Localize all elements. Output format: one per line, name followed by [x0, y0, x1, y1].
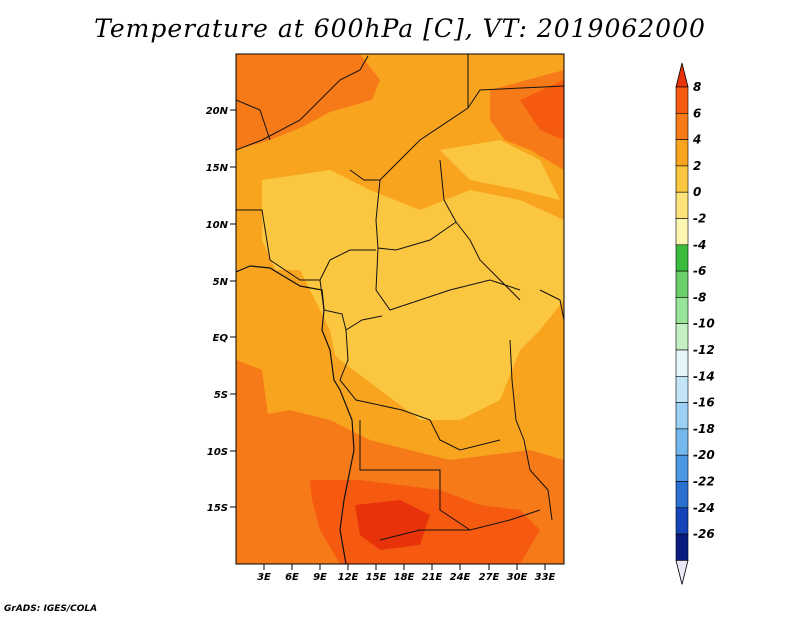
colorbar-label: -16 — [693, 396, 715, 410]
border-k — [379, 509, 541, 541]
colorbar-box — [675, 86, 689, 114]
lat-label: 15N — [206, 163, 229, 174]
border-n — [509, 339, 553, 521]
colorbar-box — [675, 270, 689, 298]
colorbar-box — [675, 507, 689, 535]
colorbar-box — [675, 349, 689, 377]
border-f — [236, 209, 376, 281]
colorbar-max-arrow — [675, 62, 689, 88]
colorbar-box — [675, 533, 689, 561]
field-ne-hot — [520, 80, 564, 140]
lon-label: 12E — [338, 572, 359, 583]
colorbar-label: -10 — [693, 317, 715, 331]
lon-label: 3E — [257, 572, 271, 583]
lat-label: 15S — [207, 503, 228, 514]
lat-label: 5N — [213, 277, 229, 288]
map-title: Temperature at 600hPa [C], VT: 201906200… — [94, 14, 706, 43]
field-south-hottest — [355, 500, 430, 550]
colorbar-label: -26 — [693, 527, 715, 541]
country-borders — [236, 54, 564, 541]
colorbar-box — [675, 481, 689, 509]
lat-label: 10S — [207, 447, 228, 458]
colorbar-label: -12 — [693, 343, 715, 357]
lon-label: 33E — [535, 572, 556, 583]
colorbar-label: -20 — [693, 448, 715, 462]
colorbar-label: -14 — [693, 369, 715, 383]
colorbar-label: 0 — [693, 185, 701, 199]
field-ne-cool — [440, 140, 560, 200]
colorbar-box — [675, 113, 689, 140]
colorbar-label: 8 — [693, 80, 701, 94]
credit-label: GrADS: IGES/COLA — [4, 604, 98, 614]
lon-label: 21E — [422, 572, 443, 583]
lon-label: 15E — [366, 572, 387, 583]
field-central-cool — [262, 170, 564, 420]
border-b — [349, 54, 469, 181]
lon-label: 27E — [479, 572, 500, 583]
colorbar-label: -18 — [693, 422, 715, 436]
lon-label: 24E — [450, 572, 471, 583]
colorbar-box — [675, 402, 689, 430]
border-g — [375, 247, 521, 311]
border-m — [539, 289, 564, 321]
lat-label: EQ — [213, 333, 229, 344]
border-a — [236, 55, 369, 151]
border-c — [467, 85, 564, 109]
lat-axis: 20N 15N 10N 5N EQ 5S 10S 15S — [206, 106, 236, 514]
lon-label: 6E — [285, 572, 299, 583]
colorbar-box — [675, 297, 689, 324]
coastline — [236, 265, 355, 564]
colorbar-label: -2 — [693, 212, 706, 226]
lat-label: 20N — [206, 106, 229, 117]
colorbar: 8 6 4 2 0 -2 -4 -6 -8 -10 -12 -14 -16 -18 -20 -22 -24 -26 — [675, 62, 715, 585]
lon-label: 18E — [394, 572, 415, 583]
temperature-field — [236, 54, 564, 564]
border-e — [439, 159, 457, 223]
colorbar-box — [675, 139, 689, 167]
colorbar-min-arrow — [675, 560, 689, 585]
colorbar-label: -22 — [693, 475, 715, 489]
plot-frame — [235, 53, 565, 565]
lat-label: 10N — [206, 220, 229, 231]
colorbar-box — [675, 165, 689, 193]
colorbar-box — [675, 375, 689, 403]
field-sw-warm — [236, 360, 270, 440]
colorbar-label: 6 — [693, 106, 701, 120]
colorbar-box — [675, 428, 689, 456]
colorbar-label: -8 — [693, 290, 706, 304]
colorbar-box — [675, 191, 689, 219]
colorbar-label: 2 — [693, 159, 701, 173]
border-d — [375, 179, 521, 301]
lat-label: 5S — [214, 390, 228, 401]
border-j — [359, 420, 471, 531]
colorbar-label: 4 — [692, 133, 701, 147]
colorbar-label: -24 — [693, 501, 715, 515]
colorbar-box — [675, 454, 689, 482]
border-l — [236, 99, 271, 141]
colorbar-label: -4 — [693, 238, 706, 252]
colorbar-box — [675, 218, 689, 246]
colorbar-label: -6 — [693, 264, 706, 278]
border-i — [339, 329, 501, 451]
lon-label: 30E — [507, 572, 528, 583]
lon-axis: 3E 6E 9E 12E 15E 18E 21E 24E 27E 30E 33E — [257, 564, 556, 583]
colorbar-box — [675, 244, 689, 272]
lon-label: 9E — [313, 572, 327, 583]
colorbar-box — [675, 323, 689, 351]
